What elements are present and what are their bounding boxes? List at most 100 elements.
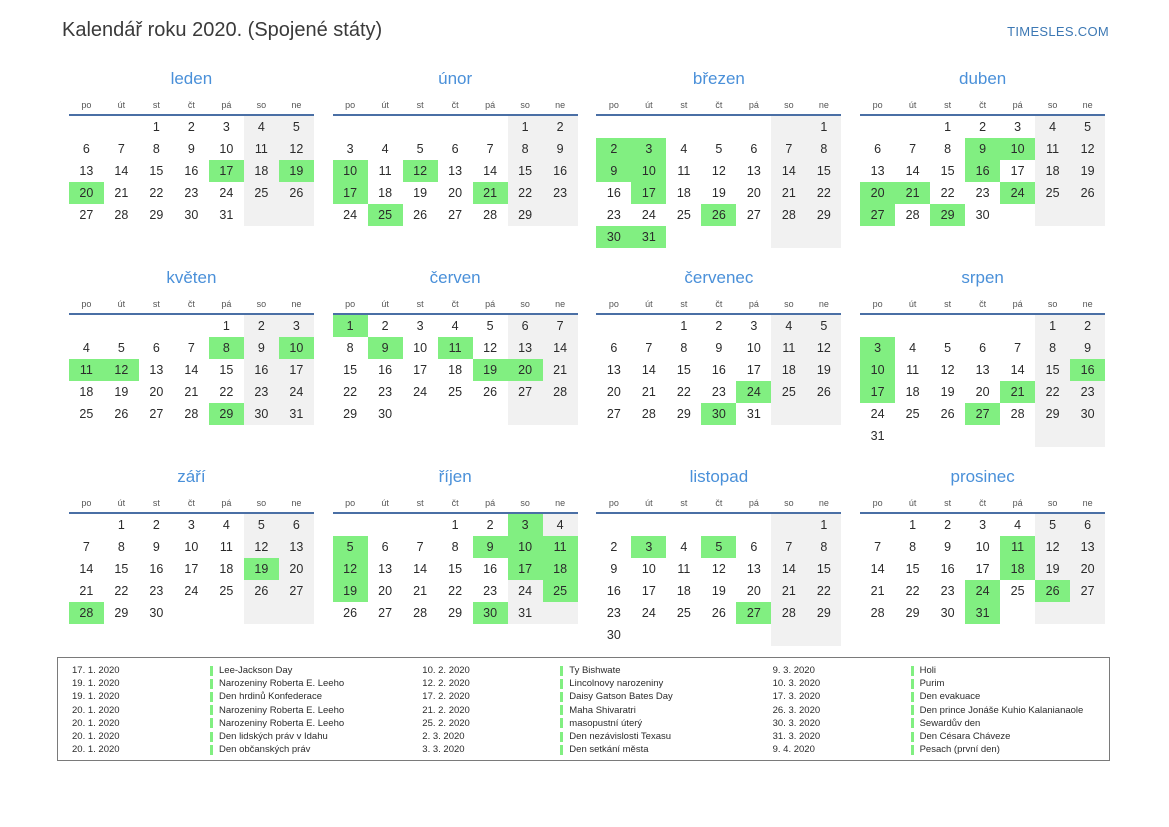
day-cell[interactable]: 24 (278, 381, 314, 403)
day-cell[interactable]: 28 (542, 381, 578, 403)
day-cell[interactable]: 2 (944, 518, 952, 532)
day-cell-holiday[interactable]: 9 (596, 160, 632, 182)
day-cell[interactable]: 2 (152, 518, 160, 532)
day-cell[interactable]: 5 (117, 341, 125, 355)
day-cell[interactable]: 28 (413, 606, 428, 620)
day-cell[interactable]: 14 (771, 558, 807, 580)
day-cell[interactable]: 15 (1035, 359, 1071, 381)
day-cell[interactable]: 23 (542, 182, 578, 204)
day-cell[interactable]: 30 (1070, 403, 1106, 425)
day-cell[interactable]: 22 (1035, 381, 1071, 403)
day-cell[interactable]: 15 (343, 363, 358, 377)
day-cell[interactable]: 4 (909, 341, 917, 355)
day-cell[interactable]: 28 (184, 407, 199, 421)
day-cell[interactable]: 24 (219, 186, 234, 200)
day-cell[interactable]: 16 (542, 160, 578, 182)
day-cell[interactable]: 18 (243, 160, 279, 182)
day-cell[interactable]: 4 (82, 341, 90, 355)
day-cell[interactable]: 9 (1070, 337, 1106, 359)
day-cell[interactable]: 5 (243, 513, 279, 536)
day-cell[interactable]: 16 (184, 164, 199, 178)
day-cell[interactable]: 10 (413, 341, 428, 355)
day-cell-holiday[interactable]: 3 (631, 536, 667, 558)
day-cell[interactable]: 22 (448, 584, 463, 598)
day-cell[interactable]: 8 (680, 341, 688, 355)
day-cell[interactable]: 12 (483, 341, 498, 355)
day-cell[interactable]: 10 (641, 562, 656, 576)
day-cell[interactable]: 14 (641, 363, 656, 377)
day-cell[interactable]: 27 (606, 407, 621, 421)
day-cell[interactable]: 12 (1070, 138, 1106, 160)
day-cell[interactable]: 18 (1035, 160, 1071, 182)
day-cell-holiday[interactable]: 24 (736, 381, 772, 403)
day-cell[interactable]: 27 (1070, 580, 1106, 602)
day-cell[interactable]: 16 (606, 584, 621, 598)
day-cell[interactable]: 8 (507, 138, 543, 160)
day-cell[interactable]: 7 (771, 536, 807, 558)
day-cell-holiday[interactable]: 17 (860, 381, 896, 403)
day-cell[interactable]: 28 (870, 606, 885, 620)
day-cell-holiday[interactable]: 11 (437, 337, 473, 359)
day-cell[interactable]: 22 (507, 182, 543, 204)
day-cell-holiday[interactable]: 1 (332, 314, 368, 337)
day-cell[interactable]: 2 (1070, 314, 1106, 337)
day-cell-holiday[interactable]: 17 (507, 558, 543, 580)
day-cell[interactable]: 12 (711, 164, 726, 178)
day-cell[interactable]: 15 (114, 562, 129, 576)
day-cell[interactable]: 14 (771, 160, 807, 182)
day-cell[interactable]: 29 (507, 204, 543, 226)
day-cell[interactable]: 6 (750, 540, 758, 554)
day-cell-holiday[interactable]: 21 (472, 182, 508, 204)
day-cell[interactable]: 14 (114, 164, 129, 178)
day-cell-holiday[interactable]: 19 (332, 580, 368, 602)
day-cell[interactable]: 19 (413, 186, 428, 200)
day-cell[interactable]: 9 (542, 138, 578, 160)
day-cell-holiday[interactable]: 11 (68, 359, 104, 381)
day-cell-holiday[interactable]: 27 (965, 403, 1001, 425)
day-cell[interactable]: 6 (451, 142, 459, 156)
day-cell[interactable]: 28 (1010, 407, 1025, 421)
day-cell[interactable]: 3 (222, 120, 230, 134)
day-cell[interactable]: 22 (806, 182, 842, 204)
day-cell[interactable]: 14 (79, 562, 94, 576)
day-cell[interactable]: 11 (771, 337, 807, 359)
day-cell[interactable]: 19 (114, 385, 129, 399)
day-cell-holiday[interactable]: 28 (68, 602, 104, 624)
day-cell[interactable]: 1 (507, 115, 543, 138)
day-cell[interactable]: 21 (184, 385, 199, 399)
day-cell[interactable]: 7 (486, 142, 494, 156)
day-cell[interactable]: 21 (641, 385, 656, 399)
day-cell[interactable]: 17 (746, 363, 761, 377)
day-cell[interactable]: 13 (975, 363, 990, 377)
day-cell[interactable]: 23 (606, 208, 621, 222)
day-cell[interactable]: 17 (1010, 164, 1025, 178)
day-cell[interactable]: 7 (771, 138, 807, 160)
day-cell-holiday[interactable]: 16 (965, 160, 1001, 182)
day-cell-holiday[interactable]: 26 (1035, 580, 1071, 602)
day-cell[interactable]: 15 (806, 558, 842, 580)
day-cell[interactable]: 26 (1070, 182, 1106, 204)
day-cell[interactable]: 12 (711, 562, 726, 576)
day-cell[interactable]: 15 (676, 363, 691, 377)
day-cell[interactable]: 26 (413, 208, 428, 222)
day-cell[interactable]: 11 (219, 540, 233, 554)
day-cell[interactable]: 4 (451, 319, 459, 333)
day-cell[interactable]: 22 (676, 385, 691, 399)
day-cell-holiday[interactable]: 26 (701, 204, 737, 226)
day-cell[interactable]: 25 (448, 385, 463, 399)
day-cell-holiday[interactable]: 10 (278, 337, 314, 359)
day-cell-holiday[interactable]: 29 (930, 204, 966, 226)
day-cell-holiday[interactable]: 27 (736, 602, 772, 624)
day-cell-holiday[interactable]: 31 (631, 226, 667, 248)
day-cell[interactable]: 3 (1014, 120, 1022, 134)
day-cell[interactable]: 3 (187, 518, 195, 532)
day-cell-holiday[interactable]: 5 (332, 536, 368, 558)
day-cell[interactable]: 11 (1035, 138, 1071, 160)
site-brand-link[interactable]: TIMESLES.COM (1007, 24, 1109, 39)
day-cell-holiday[interactable]: 12 (332, 558, 368, 580)
day-cell[interactable]: 16 (149, 562, 164, 576)
day-cell[interactable]: 18 (219, 562, 234, 576)
day-cell[interactable]: 20 (606, 385, 621, 399)
day-cell[interactable]: 27 (378, 606, 393, 620)
day-cell-holiday[interactable]: 11 (1000, 536, 1036, 558)
